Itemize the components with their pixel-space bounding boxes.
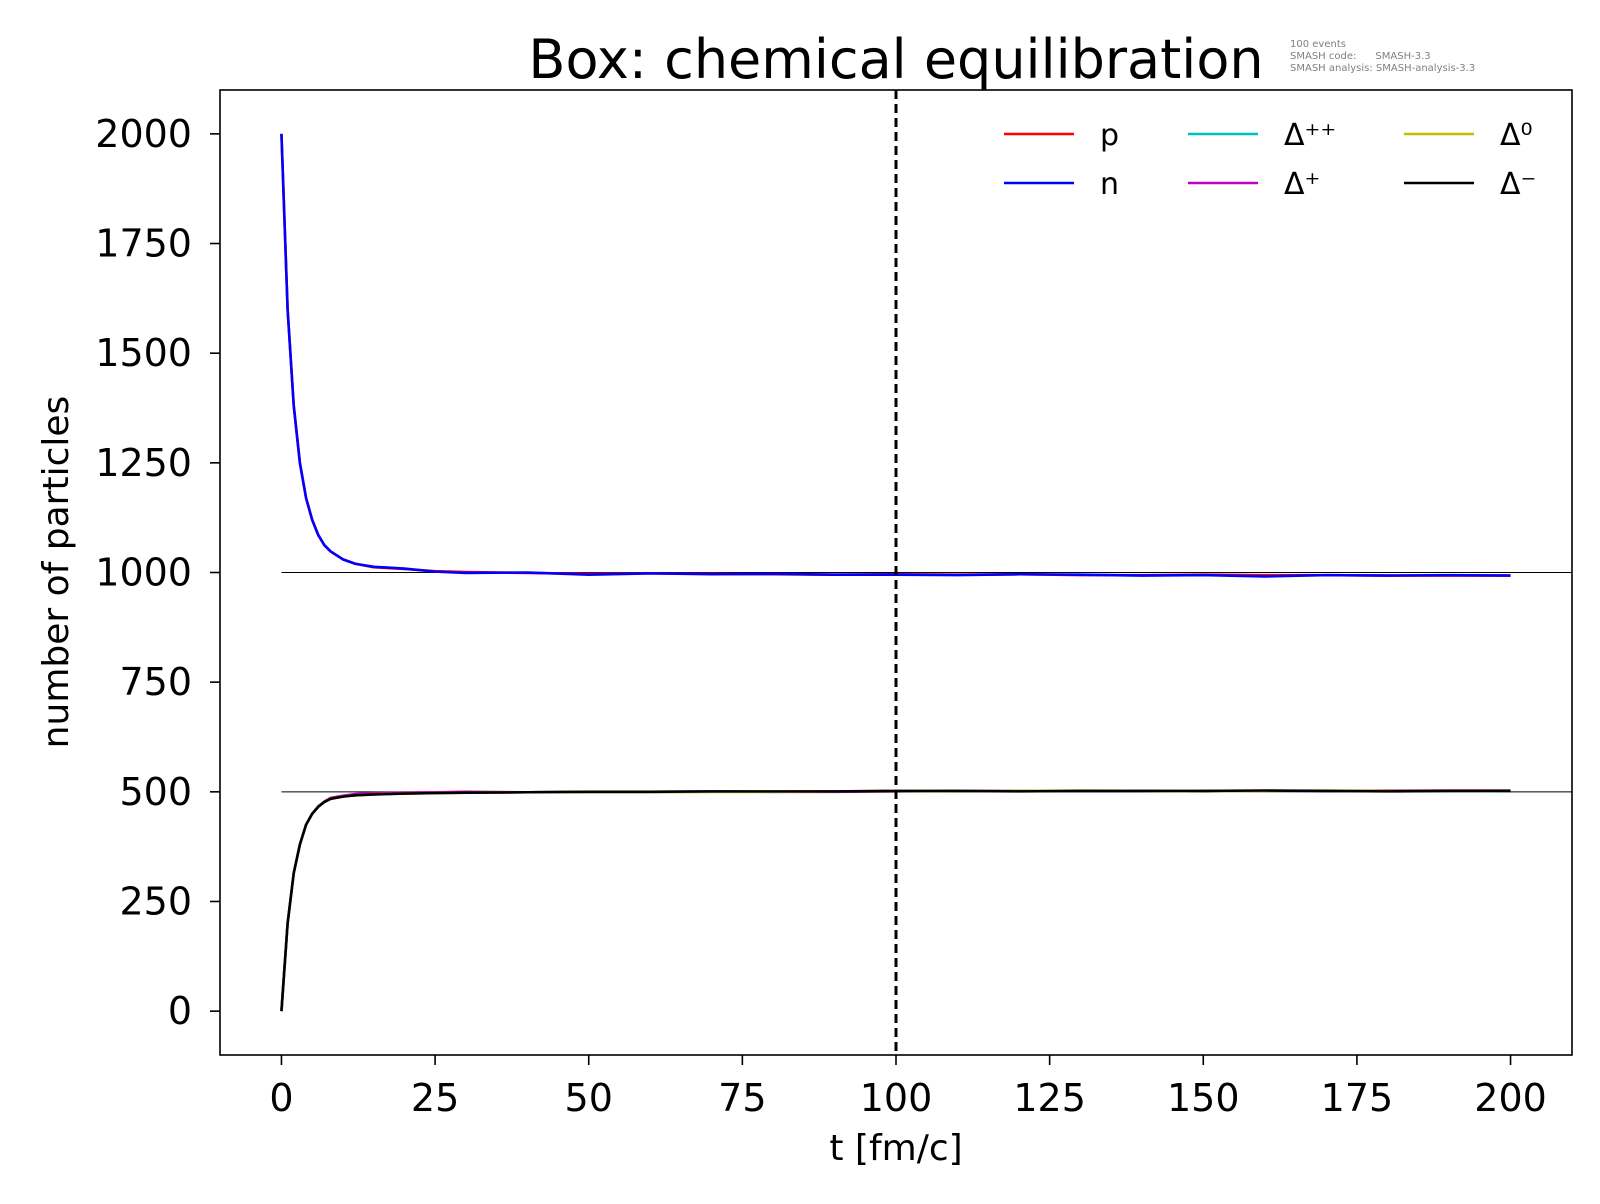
x-tick-label: 25 (411, 1076, 459, 1120)
x-tick-label: 0 (269, 1076, 293, 1120)
legend-label: Δ⁺⁺ (1284, 118, 1336, 153)
legend-label: p (1100, 118, 1119, 153)
y-tick-label: 1000 (95, 551, 192, 595)
y-tick-label: 1500 (95, 331, 192, 375)
x-tick-label: 75 (718, 1076, 766, 1120)
meta-block: 100 events SMASH code: SMASH-3.3 SMASH a… (1290, 39, 1475, 74)
series-line-1 (280, 133, 1511, 578)
y-tick-label: 500 (119, 770, 192, 814)
legend-label: Δ⁰ (1500, 118, 1533, 153)
series-line-5 (280, 789, 1511, 1012)
y-tick-label: 1750 (95, 222, 192, 266)
y-tick-label: 1250 (95, 441, 192, 485)
y-axis-label: number of particles (36, 396, 77, 749)
x-tick-label: 100 (860, 1076, 933, 1120)
marks-layer (280, 90, 1572, 1055)
meta-line: SMASH code: SMASH-3.3 (1290, 51, 1431, 62)
x-tick-label: 125 (1013, 1076, 1086, 1120)
series-line-0 (280, 133, 1511, 577)
x-axis-label: t [fm/c] (829, 1128, 962, 1169)
legend-label: Δ⁻ (1500, 167, 1536, 202)
meta-line: SMASH analysis: SMASH-analysis-3.3 (1290, 63, 1475, 74)
x-tick-label: 175 (1321, 1076, 1394, 1120)
x-tick-label: 200 (1474, 1076, 1547, 1120)
legend-label: Δ⁺ (1284, 167, 1320, 202)
y-tick-label: 750 (119, 660, 192, 704)
y-tick-label: 250 (119, 879, 192, 923)
legend: pn Δ⁺⁺ Δ⁺ Δ⁰ Δ⁻ (1004, 118, 1536, 202)
y-tick-label: 0 (168, 989, 192, 1033)
x-tick-label: 150 (1167, 1076, 1240, 1120)
legend-label: n (1100, 167, 1119, 202)
y-tick-label: 2000 (95, 112, 192, 156)
chart-title: Box: chemical equilibration (528, 28, 1263, 91)
meta-line: 100 events (1290, 39, 1346, 50)
x-tick-label: 50 (565, 1076, 613, 1120)
